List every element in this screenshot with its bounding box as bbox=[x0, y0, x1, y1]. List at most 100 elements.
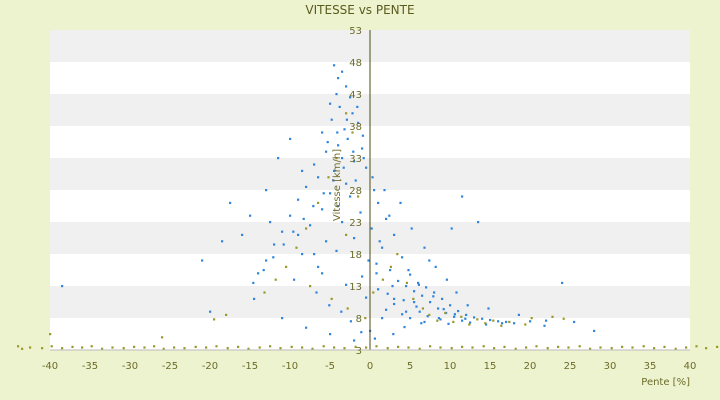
data-point-blue bbox=[373, 337, 376, 340]
data-point-olive bbox=[452, 320, 455, 324]
data-point-blue bbox=[410, 227, 413, 230]
data-point-olive bbox=[258, 346, 261, 349]
data-point-olive bbox=[194, 345, 197, 348]
data-point-olive bbox=[343, 347, 346, 350]
data-point-olive bbox=[90, 345, 93, 348]
data-point-blue bbox=[281, 230, 284, 233]
data-point-blue bbox=[315, 291, 318, 294]
data-point-blue bbox=[420, 322, 423, 325]
data-point-olive bbox=[621, 345, 624, 348]
data-point-blue bbox=[281, 317, 284, 320]
data-point-blue bbox=[377, 201, 380, 204]
data-point-blue bbox=[407, 269, 410, 272]
data-point-blue bbox=[357, 121, 360, 124]
data-point-olive bbox=[530, 317, 533, 320]
y-tick-label: 48 bbox=[349, 58, 362, 69]
data-point-blue bbox=[360, 331, 363, 334]
data-point-blue bbox=[385, 217, 388, 220]
data-point-blue bbox=[253, 297, 256, 300]
data-point-blue bbox=[337, 77, 340, 80]
data-point-blue bbox=[309, 224, 312, 227]
data-point-olive bbox=[493, 347, 496, 350]
data-point-blue bbox=[415, 305, 418, 308]
data-point-blue bbox=[401, 256, 404, 259]
data-point-blue bbox=[317, 176, 320, 179]
data-point-blue bbox=[388, 214, 391, 217]
x-tick-label: 0 bbox=[367, 361, 373, 372]
data-point-blue bbox=[445, 278, 448, 281]
data-point-olive bbox=[492, 319, 495, 322]
data-point-olive bbox=[365, 346, 368, 349]
data-point-blue bbox=[370, 227, 373, 230]
data-point-blue bbox=[273, 243, 276, 246]
data-point-blue bbox=[362, 157, 365, 160]
data-point-blue bbox=[345, 85, 348, 88]
data-point-blue bbox=[397, 279, 400, 283]
y-tick-label: 13 bbox=[349, 282, 362, 293]
data-point-blue bbox=[337, 144, 340, 147]
data-point-olive bbox=[685, 346, 688, 349]
data-point-olive bbox=[705, 347, 708, 350]
chart-title: VITESSE vs PENTE bbox=[305, 3, 414, 17]
data-point-olive bbox=[396, 253, 399, 256]
data-point-olive bbox=[301, 346, 304, 349]
data-point-blue bbox=[353, 339, 356, 342]
data-point-blue bbox=[437, 307, 440, 310]
data-point-olive bbox=[405, 281, 408, 284]
x-tick-label: -10 bbox=[282, 361, 298, 372]
data-point-olive bbox=[508, 320, 511, 324]
data-point-olive bbox=[663, 345, 666, 348]
axes bbox=[50, 30, 690, 351]
y-tick-label: 18 bbox=[349, 250, 362, 261]
data-point-blue bbox=[346, 137, 349, 140]
data-point-blue bbox=[317, 265, 320, 268]
data-point-blue bbox=[450, 227, 453, 230]
data-point-blue bbox=[297, 198, 300, 201]
data-point-blue bbox=[513, 322, 516, 325]
data-point-blue bbox=[336, 131, 339, 134]
data-point-olive bbox=[476, 318, 479, 321]
data-point-blue bbox=[402, 299, 405, 302]
data-point-olive bbox=[71, 345, 74, 348]
data-point-blue bbox=[381, 246, 384, 249]
data-point-olive bbox=[695, 345, 698, 348]
data-point-olive bbox=[567, 346, 570, 349]
data-point-blue bbox=[426, 315, 429, 318]
data-point-blue bbox=[349, 320, 352, 323]
data-point-olive bbox=[546, 347, 549, 350]
data-point-blue bbox=[453, 313, 456, 316]
data-point-olive bbox=[111, 346, 114, 349]
x-tick-label: 25 bbox=[564, 361, 577, 372]
x-tick-label: -5 bbox=[325, 361, 335, 372]
data-point-blue bbox=[349, 96, 352, 99]
data-point-blue bbox=[342, 166, 345, 169]
data-point-olive bbox=[444, 311, 447, 315]
data-point-blue bbox=[477, 221, 480, 224]
data-point-blue bbox=[345, 283, 348, 286]
y-tick-label: 53 bbox=[349, 26, 362, 37]
data-point-olive bbox=[309, 285, 312, 288]
data-point-blue bbox=[375, 262, 378, 265]
data-point-blue bbox=[326, 141, 329, 144]
data-point-blue bbox=[257, 272, 260, 275]
data-point-blue bbox=[593, 329, 596, 332]
data-point-blue bbox=[461, 319, 464, 322]
data-point-blue bbox=[401, 313, 404, 316]
x-tick-label: 35 bbox=[644, 361, 657, 372]
data-point-blue bbox=[399, 201, 402, 204]
data-point-blue bbox=[442, 308, 445, 311]
data-point-olive bbox=[557, 345, 560, 348]
data-point-blue bbox=[377, 288, 380, 291]
data-point-blue bbox=[418, 310, 421, 313]
data-point-olive bbox=[285, 265, 288, 268]
data-point-olive bbox=[29, 346, 32, 349]
data-point-blue bbox=[375, 272, 378, 275]
data-point-blue bbox=[405, 285, 408, 288]
data-point-olive bbox=[61, 347, 64, 350]
data-point-olive bbox=[631, 346, 634, 349]
data-point-olive bbox=[484, 322, 487, 325]
data-point-blue bbox=[485, 323, 488, 326]
data-point-olive bbox=[514, 347, 517, 350]
data-point-olive bbox=[153, 345, 156, 348]
data-point-olive bbox=[524, 323, 527, 326]
